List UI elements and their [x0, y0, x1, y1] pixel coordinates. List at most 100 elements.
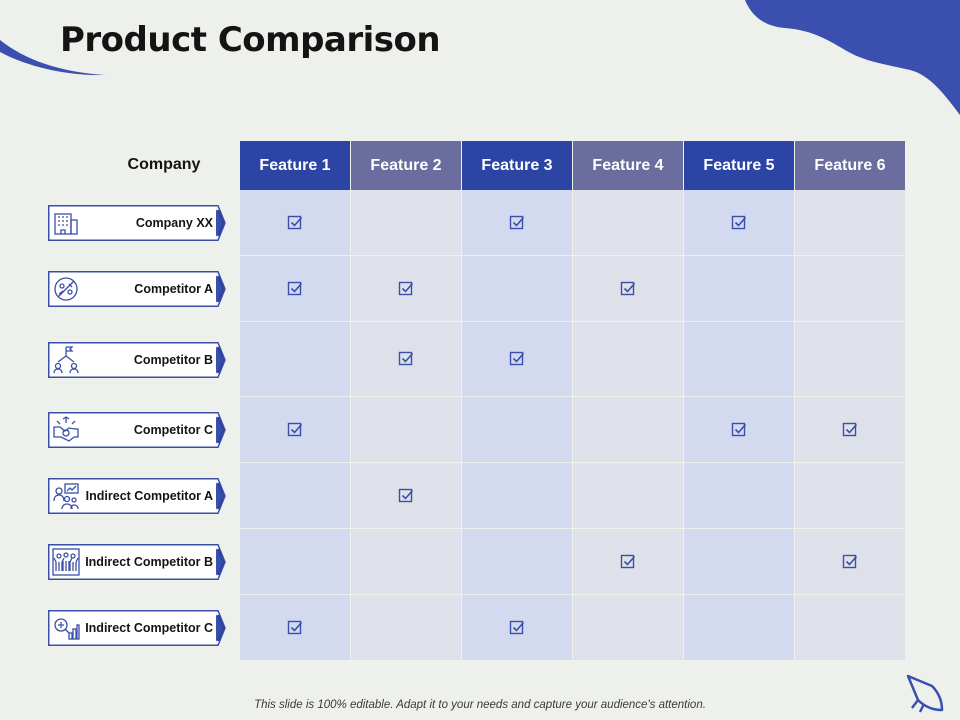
checkbox-checked-icon — [509, 620, 525, 636]
company-name: Company XX — [135, 216, 213, 230]
comparison-cell — [240, 595, 351, 661]
checkbox-checked-icon — [620, 554, 636, 570]
checkbox-checked-icon — [842, 422, 858, 438]
company-name: Competitor A — [134, 282, 213, 296]
comparison-cell — [351, 529, 462, 595]
comparison-cell — [573, 463, 684, 529]
feature-header-row: Feature 1 Feature 2 Feature 3 Feature 4 … — [240, 141, 908, 190]
search-chart-icon — [51, 613, 81, 643]
comparison-cell — [573, 595, 684, 661]
comparison-cell — [684, 595, 795, 661]
team-flag-icon — [51, 345, 81, 375]
checkbox-checked-icon — [509, 215, 525, 231]
table-row — [240, 529, 908, 595]
comparison-cell — [684, 397, 795, 463]
comparison-cell — [462, 322, 573, 397]
footer-note: This slide is 100% editable. Adapt it to… — [254, 699, 706, 711]
comparison-cell — [351, 322, 462, 397]
comparison-cell — [684, 529, 795, 595]
checkbox-checked-icon — [398, 351, 414, 367]
analytics-team-icon — [51, 481, 81, 511]
checkbox-checked-icon — [287, 215, 303, 231]
corner-wave-decoration — [745, 0, 960, 115]
company-name: Indirect Competitor A — [85, 489, 213, 503]
comparison-cell — [351, 256, 462, 322]
comparison-cell — [462, 256, 573, 322]
company-name: Competitor C — [133, 423, 213, 437]
rocket-icon — [906, 674, 944, 713]
comparison-cell — [573, 529, 684, 595]
comparison-cell — [795, 463, 906, 529]
company-label-row: Indirect Competitor A — [48, 463, 230, 529]
comparison-cell — [240, 190, 351, 256]
feature-header-6: Feature 6 — [795, 141, 906, 190]
comparison-cell — [240, 529, 351, 595]
comparison-cell — [684, 322, 795, 397]
handshake-money-icon — [51, 415, 81, 445]
feature-header-2: Feature 2 — [351, 141, 462, 190]
checkbox-checked-icon — [287, 422, 303, 438]
company-tag: Indirect Competitor C — [48, 610, 226, 646]
page-title: Product Comparison — [60, 20, 441, 60]
comparison-cell — [795, 397, 906, 463]
crowd-icon — [51, 547, 81, 577]
table-row — [240, 463, 908, 529]
comparison-cell — [573, 256, 684, 322]
company-label-row: Company XX — [48, 190, 230, 256]
company-labels: Company XX Competitor A Competitor B Compet… — [48, 190, 230, 661]
comparison-cell — [240, 463, 351, 529]
feature-header-4: Feature 4 — [573, 141, 684, 190]
comparison-cell — [351, 463, 462, 529]
comparison-cell — [351, 595, 462, 661]
company-tag: Company XX — [48, 205, 226, 241]
company-column-header: Company — [127, 156, 201, 173]
company-tag: Competitor A — [48, 271, 226, 307]
table-row — [240, 322, 908, 397]
checkbox-checked-icon — [287, 620, 303, 636]
comparison-cell — [684, 190, 795, 256]
company-tag: Indirect Competitor B — [48, 544, 226, 580]
company-tag: Competitor B — [48, 341, 226, 378]
company-label-row: Competitor C — [48, 397, 230, 463]
table-row — [240, 397, 908, 463]
table-row — [240, 256, 908, 322]
table-row — [240, 595, 908, 661]
checkbox-checked-icon — [287, 281, 303, 297]
comparison-cell — [684, 463, 795, 529]
comparison-cell — [462, 529, 573, 595]
swoosh-decoration — [0, 40, 105, 76]
feature-header-1: Feature 1 — [240, 141, 351, 190]
comparison-grid — [240, 190, 908, 661]
checkbox-checked-icon — [398, 488, 414, 504]
comparison-cell — [462, 463, 573, 529]
company-label-row: Indirect Competitor B — [48, 529, 230, 595]
no-competition-icon — [51, 274, 81, 304]
comparison-cell — [240, 256, 351, 322]
company-label-row: Indirect Competitor C — [48, 595, 230, 661]
checkbox-checked-icon — [731, 215, 747, 231]
company-label-row: Competitor B — [48, 322, 230, 397]
checkbox-checked-icon — [398, 281, 414, 297]
comparison-cell — [795, 256, 906, 322]
checkbox-checked-icon — [620, 281, 636, 297]
checkbox-checked-icon — [842, 554, 858, 570]
comparison-cell — [573, 322, 684, 397]
comparison-cell — [795, 529, 906, 595]
feature-header-3: Feature 3 — [462, 141, 573, 190]
comparison-cell — [795, 595, 906, 661]
company-name: Competitor B — [133, 352, 213, 367]
company-label-row: Competitor A — [48, 256, 230, 322]
comparison-cell — [573, 190, 684, 256]
comparison-cell — [573, 397, 684, 463]
table-row — [240, 190, 908, 256]
company-name: Indirect Competitor C — [85, 621, 213, 635]
comparison-cell — [240, 397, 351, 463]
checkbox-checked-icon — [731, 422, 747, 438]
company-tag: Indirect Competitor A — [48, 478, 226, 514]
comparison-cell — [795, 190, 906, 256]
comparison-cell — [684, 256, 795, 322]
comparison-cell — [351, 397, 462, 463]
comparison-cell — [240, 322, 351, 397]
feature-header-5: Feature 5 — [684, 141, 795, 190]
company-name: Indirect Competitor B — [85, 555, 213, 569]
